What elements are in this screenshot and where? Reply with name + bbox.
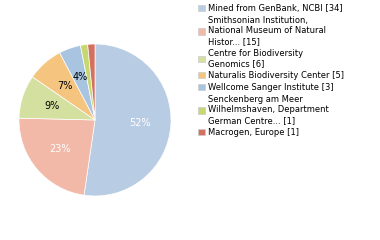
Wedge shape [60, 45, 95, 120]
Text: 7%: 7% [57, 81, 73, 91]
Wedge shape [84, 44, 171, 196]
Wedge shape [19, 118, 95, 195]
Wedge shape [19, 77, 95, 120]
Wedge shape [32, 53, 95, 120]
Wedge shape [88, 44, 95, 120]
Text: 23%: 23% [49, 144, 71, 154]
Text: 4%: 4% [72, 72, 87, 82]
Wedge shape [81, 44, 95, 120]
Legend: Mined from GenBank, NCBI [34], Smithsonian Institution,
National Museum of Natur: Mined from GenBank, NCBI [34], Smithsoni… [198, 4, 344, 137]
Text: 9%: 9% [44, 101, 59, 111]
Text: 52%: 52% [130, 118, 151, 128]
